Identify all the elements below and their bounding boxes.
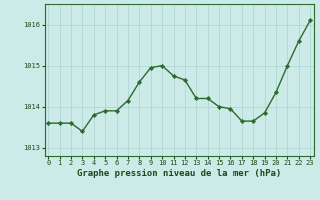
X-axis label: Graphe pression niveau de la mer (hPa): Graphe pression niveau de la mer (hPa): [77, 169, 281, 178]
